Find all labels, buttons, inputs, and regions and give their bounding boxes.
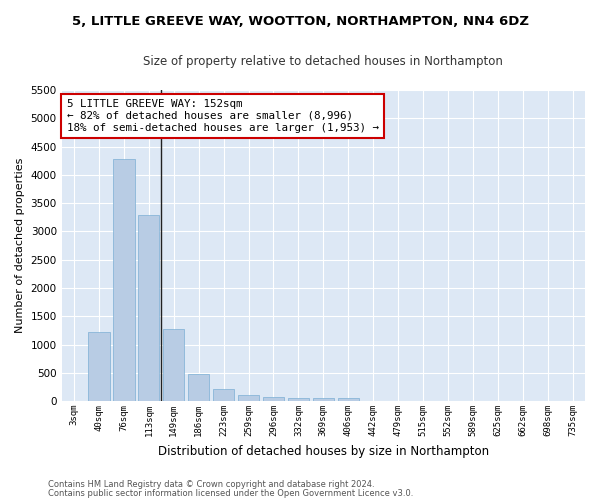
Y-axis label: Number of detached properties: Number of detached properties [15,158,25,334]
Bar [213,390,234,401]
Bar [263,396,284,401]
Bar [313,398,334,401]
Bar [188,374,209,401]
Bar [338,398,359,401]
Text: 5, LITTLE GREEVE WAY, WOOTTON, NORTHAMPTON, NN4 6DZ: 5, LITTLE GREEVE WAY, WOOTTON, NORTHAMPT… [71,15,529,28]
Bar [138,215,160,401]
Title: Size of property relative to detached houses in Northampton: Size of property relative to detached ho… [143,55,503,68]
Bar [288,398,309,401]
Text: 5 LITTLE GREEVE WAY: 152sqm
← 82% of detached houses are smaller (8,996)
18% of : 5 LITTLE GREEVE WAY: 152sqm ← 82% of det… [67,100,379,132]
X-axis label: Distribution of detached houses by size in Northampton: Distribution of detached houses by size … [158,444,489,458]
Bar [113,159,134,401]
Text: Contains HM Land Registry data © Crown copyright and database right 2024.: Contains HM Land Registry data © Crown c… [48,480,374,489]
Bar [163,328,184,401]
Text: Contains public sector information licensed under the Open Government Licence v3: Contains public sector information licen… [48,488,413,498]
Bar [238,396,259,401]
Bar [88,332,110,401]
